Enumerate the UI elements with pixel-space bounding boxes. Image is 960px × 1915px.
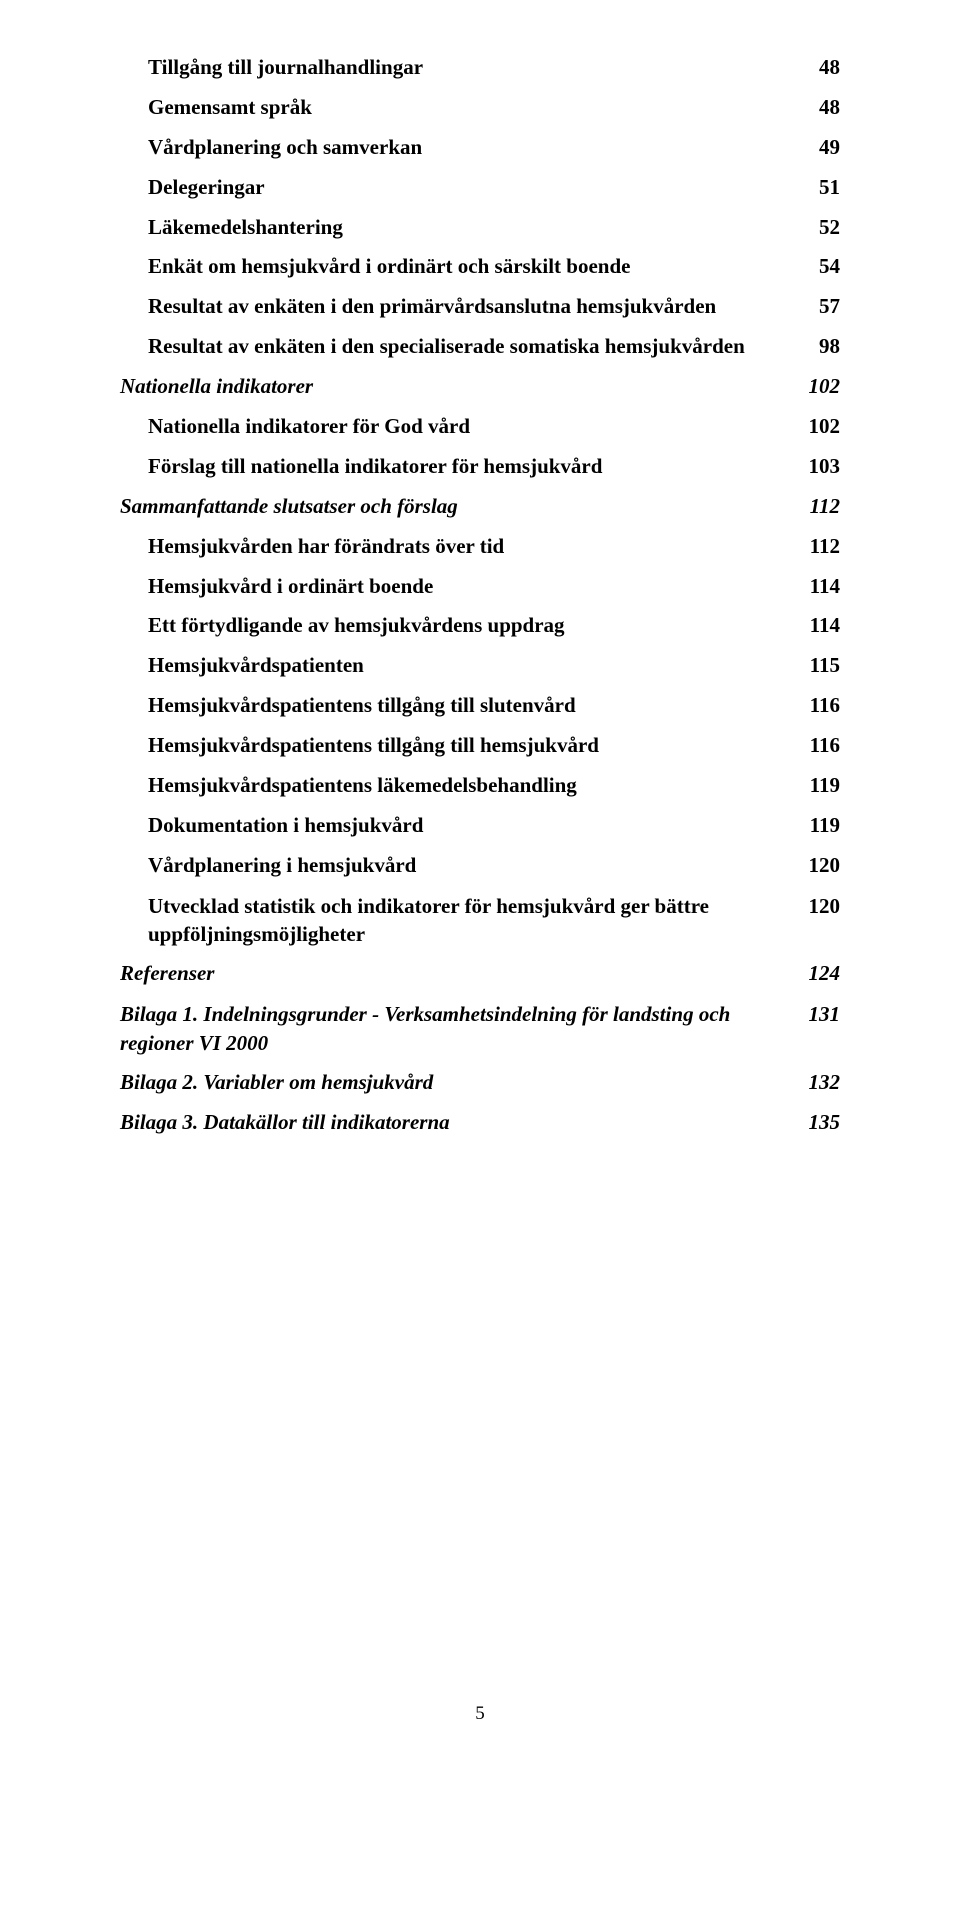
toc-entry-page: 57 <box>800 287 840 327</box>
toc-entry-label: Förslag till nationella indikatorer för … <box>148 447 800 487</box>
toc-entry-label: Hemsjukvårdspatientens tillgång till slu… <box>148 686 800 726</box>
toc-entry-label: Tillgång till journalhandlingar <box>148 48 800 88</box>
toc-entry-label: Bilaga 2. Variabler om hemsjukvård <box>120 1063 800 1103</box>
toc-entry: Resultat av enkäten i den primärvårdsans… <box>120 287 840 327</box>
toc-entry: Hemsjukvårdspatientens tillgång till hem… <box>120 726 840 766</box>
toc-entry: Utvecklad statistik och indikatorer för … <box>120 886 840 955</box>
toc-entry: Delegeringar51 <box>120 168 840 208</box>
toc-entry: Hemsjukvården har förändrats över tid112 <box>120 527 840 567</box>
toc-entry: Sammanfattande slutsatser och förslag112 <box>120 487 840 527</box>
toc-entry-label: Vårdplanering i hemsjukvård <box>148 846 800 886</box>
toc-entry: Vårdplanering och samverkan49 <box>120 128 840 168</box>
toc-entry-page: 102 <box>800 367 840 407</box>
toc-entry-page: 112 <box>800 487 840 527</box>
toc-entry-label: Resultat av enkäten i den specialiserade… <box>148 327 800 367</box>
toc-entry: Bilaga 1. Indelningsgrunder - Verksamhet… <box>120 994 840 1063</box>
toc-entry-page: 114 <box>800 567 840 607</box>
toc-entry-page: 49 <box>800 128 840 168</box>
toc-entry: Nationella indikatorer för God vård102 <box>120 407 840 447</box>
toc-entry-page: 103 <box>800 447 840 487</box>
toc-entry-label: Hemsjukvårdspatienten <box>148 646 800 686</box>
toc-entry-page: 135 <box>800 1103 840 1143</box>
toc-entry-label: Vårdplanering och samverkan <box>148 128 800 168</box>
toc-entry-page: 120 <box>800 846 840 886</box>
toc-entry-page: 119 <box>800 766 840 806</box>
toc-entry-label: Delegeringar <box>148 168 800 208</box>
toc-entry-page: 112 <box>800 527 840 567</box>
toc-entry: Dokumentation i hemsjukvård119 <box>120 806 840 846</box>
toc-entry-label: Utvecklad statistik och indikatorer för … <box>148 886 800 955</box>
toc-entry-label: Bilaga 1. Indelningsgrunder - Verksamhet… <box>120 994 800 1063</box>
toc-entry: Hemsjukvårdspatienten115 <box>120 646 840 686</box>
toc-entry-page: 54 <box>800 247 840 287</box>
toc-entry: Enkät om hemsjukvård i ordinärt och särs… <box>120 247 840 287</box>
toc-entry-page: 116 <box>800 726 840 766</box>
toc-entry-page: 48 <box>800 48 840 88</box>
toc-entry: Bilaga 2. Variabler om hemsjukvård132 <box>120 1063 840 1103</box>
page-number: 5 <box>120 1703 840 1725</box>
toc-entry-page: 131 <box>800 1000 840 1028</box>
toc-entry-page: 124 <box>800 954 840 994</box>
toc-entry: Referenser124 <box>120 954 840 994</box>
toc-entry-page: 114 <box>800 606 840 646</box>
toc-entry-page: 98 <box>800 327 840 367</box>
toc-entry-label: Läkemedelshantering <box>148 208 800 248</box>
toc-entry: Förslag till nationella indikatorer för … <box>120 447 840 487</box>
toc-entry-page: 102 <box>800 407 840 447</box>
toc-entry-label: Sammanfattande slutsatser och förslag <box>120 487 800 527</box>
toc-entry: Hemsjukvård i ordinärt boende114 <box>120 567 840 607</box>
toc-entry-label: Nationella indikatorer för God vård <box>148 407 800 447</box>
toc-entry-page: 51 <box>800 168 840 208</box>
toc-entry-label: Ett förtydligande av hemsjukvårdens uppd… <box>148 606 800 646</box>
toc-entry-label: Hemsjukvårdspatientens tillgång till hem… <box>148 726 800 766</box>
toc-entry: Ett förtydligande av hemsjukvårdens uppd… <box>120 606 840 646</box>
toc-entry: Läkemedelshantering52 <box>120 208 840 248</box>
document-page: Tillgång till journalhandlingar48Gemensa… <box>0 0 960 1765</box>
toc-entry-label: Resultat av enkäten i den primärvårdsans… <box>148 287 800 327</box>
toc-entry-label: Nationella indikatorer <box>120 367 800 407</box>
toc-entry-label: Gemensamt språk <box>148 88 800 128</box>
toc-entry: Gemensamt språk48 <box>120 88 840 128</box>
toc-entry-page: 52 <box>800 208 840 248</box>
toc-entry: Nationella indikatorer102 <box>120 367 840 407</box>
toc-entry-label: Bilaga 3. Datakällor till indikatorerna <box>120 1103 800 1143</box>
toc-entry-label: Hemsjukvårdspatientens läkemedelsbehandl… <box>148 766 800 806</box>
table-of-contents: Tillgång till journalhandlingar48Gemensa… <box>120 48 840 1143</box>
toc-entry-label: Hemsjukvården har förändrats över tid <box>148 527 800 567</box>
toc-entry: Bilaga 3. Datakällor till indikatorerna1… <box>120 1103 840 1143</box>
toc-entry: Hemsjukvårdspatientens tillgång till slu… <box>120 686 840 726</box>
toc-entry-page: 116 <box>800 686 840 726</box>
toc-entry: Vårdplanering i hemsjukvård120 <box>120 846 840 886</box>
toc-entry-label: Hemsjukvård i ordinärt boende <box>148 567 800 607</box>
toc-entry-page: 119 <box>800 806 840 846</box>
toc-entry-page: 132 <box>800 1063 840 1103</box>
toc-entry-page: 115 <box>800 646 840 686</box>
toc-entry-page: 48 <box>800 88 840 128</box>
toc-entry-label: Enkät om hemsjukvård i ordinärt och särs… <box>148 247 800 287</box>
toc-entry-label: Dokumentation i hemsjukvård <box>148 806 800 846</box>
toc-entry: Tillgång till journalhandlingar48 <box>120 48 840 88</box>
toc-entry-label: Referenser <box>120 954 800 994</box>
toc-entry: Hemsjukvårdspatientens läkemedelsbehandl… <box>120 766 840 806</box>
toc-entry-page: 120 <box>800 892 840 920</box>
toc-entry: Resultat av enkäten i den specialiserade… <box>120 327 840 367</box>
